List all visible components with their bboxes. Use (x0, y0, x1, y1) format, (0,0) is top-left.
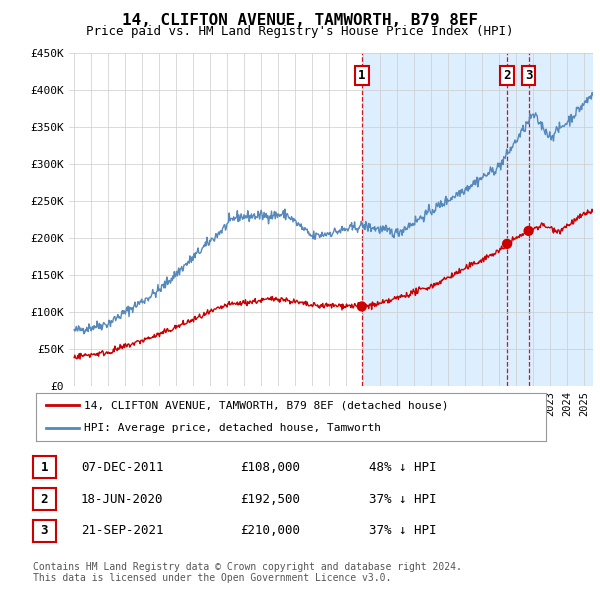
Text: Price paid vs. HM Land Registry's House Price Index (HPI): Price paid vs. HM Land Registry's House … (86, 25, 514, 38)
Text: £192,500: £192,500 (240, 493, 300, 506)
Text: HPI: Average price, detached house, Tamworth: HPI: Average price, detached house, Tamw… (85, 423, 382, 433)
Text: 18-JUN-2020: 18-JUN-2020 (81, 493, 163, 506)
Text: 1: 1 (41, 461, 48, 474)
Text: 14, CLIFTON AVENUE, TAMWORTH, B79 8EF (detached house): 14, CLIFTON AVENUE, TAMWORTH, B79 8EF (d… (85, 400, 449, 410)
Point (502, 239, 512, 248)
Text: 07-DEC-2011: 07-DEC-2011 (81, 461, 163, 474)
Point (357, 301, 367, 311)
Text: Contains HM Land Registry data © Crown copyright and database right 2024.
This d: Contains HM Land Registry data © Crown c… (33, 562, 462, 584)
Text: 37% ↓ HPI: 37% ↓ HPI (369, 525, 437, 537)
Bar (362, 53, 593, 386)
Text: 14, CLIFTON AVENUE, TAMWORTH, B79 8EF: 14, CLIFTON AVENUE, TAMWORTH, B79 8EF (122, 13, 478, 28)
Text: 48% ↓ HPI: 48% ↓ HPI (369, 461, 437, 474)
Text: 21-SEP-2021: 21-SEP-2021 (81, 525, 163, 537)
Point (524, 226, 533, 235)
Text: £210,000: £210,000 (240, 525, 300, 537)
Text: 1: 1 (358, 69, 365, 82)
Text: 37% ↓ HPI: 37% ↓ HPI (369, 493, 437, 506)
Text: 3: 3 (41, 525, 48, 537)
Text: £108,000: £108,000 (240, 461, 300, 474)
Text: 2: 2 (41, 493, 48, 506)
Text: 2: 2 (503, 69, 511, 82)
Text: 3: 3 (525, 69, 532, 82)
